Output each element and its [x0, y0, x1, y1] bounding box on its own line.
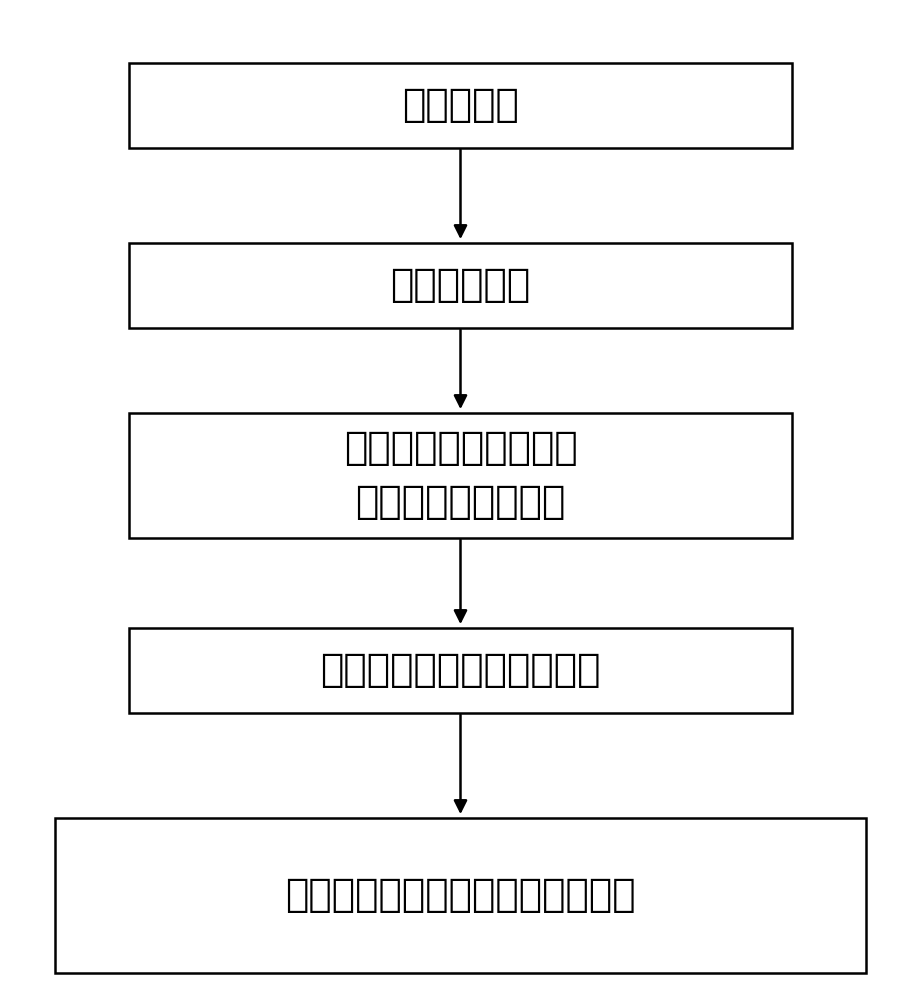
Text: 在识别区域中找到脂肪厚度起算线: 在识别区域中找到脂肪厚度起算线 [286, 876, 635, 914]
Bar [129, 412, 792, 538]
Text: 导入原图像: 导入原图像 [402, 86, 519, 124]
Text: 在连通域中筛选出识别区域: 在连通域中筛选出识别区域 [321, 651, 600, 689]
Bar [55, 818, 866, 972]
Text: 制作模块图像: 制作模块图像 [391, 266, 530, 304]
Bar [129, 628, 792, 712]
Text: 用模板图像对原图像进
行分割，找到连通域: 用模板图像对原图像进 行分割，找到连通域 [344, 430, 577, 520]
Bar [129, 242, 792, 328]
Bar [129, 62, 792, 147]
